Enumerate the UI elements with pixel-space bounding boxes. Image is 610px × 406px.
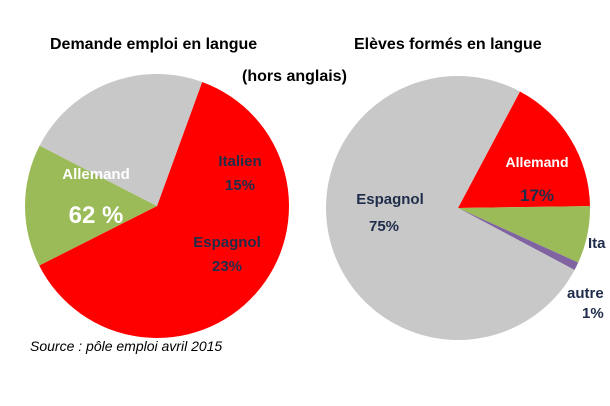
slice-label-espagnol-eleves: Espagnol [356,191,424,208]
slice-value-italien: 15% [225,177,255,194]
slice-labels: Allemand 62 % Italien 15% Espagnol 23% Alleman… [62,153,606,322]
chart-subtitle: (hors anglais) [242,68,347,85]
slice-value-espagnol: 23% [212,258,242,275]
slice-label-allemand-eleves: Allemand [505,154,568,170]
slice-value-allemand: 62 % [69,202,124,229]
left-chart-title: Demande emploi en langue [50,36,258,53]
pie-slice-espagnol [326,75,575,340]
slice-label-italien-eleves: Ita [588,235,606,252]
right-chart-title: Elèves formés en langue [354,36,542,53]
slice-label-espagnol: Espagnol [193,234,261,251]
slice-label-italien: Italien [218,153,261,170]
slice-label-allemand: Allemand [62,166,130,183]
pie-slice-allemand [39,81,289,338]
pie-slice-allemand [458,91,590,208]
right-pie-chart [326,75,591,340]
pie-slice-italien [25,145,157,266]
pie-slice-espagnol [39,73,203,206]
pie-slice-autre [458,208,579,270]
slice-value-autre-eleves: 1% [582,305,604,322]
slice-label-autre-eleves: autre [567,285,604,302]
pie-slice-ita [458,206,591,263]
slice-value-allemand-eleves: 17% [520,186,554,205]
slice-value-espagnol-eleves: 75% [369,218,399,235]
left-pie-chart [25,73,289,338]
source-note: Source : pôle emploi avril 2015 [30,338,223,354]
